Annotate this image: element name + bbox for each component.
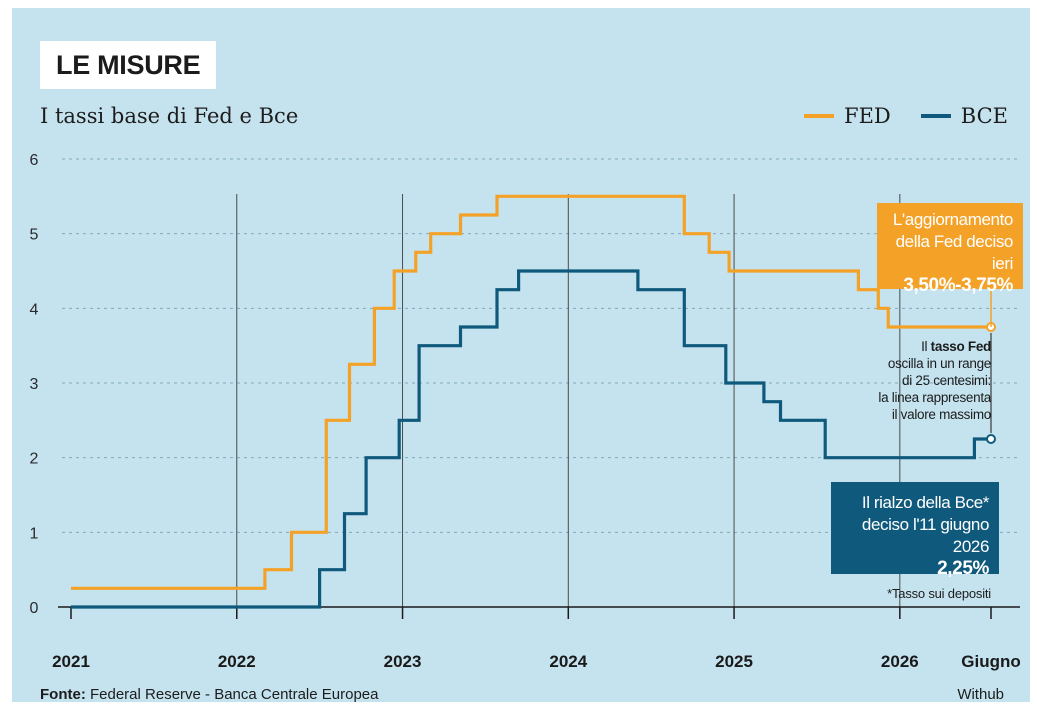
y-tick-label: 2 xyxy=(30,451,39,468)
x-tick-label: 2021 xyxy=(52,652,90,671)
source-label: Fonte: xyxy=(40,686,86,703)
chart-canvas: 0 1 2 3 4 5 6 2021 2022 2023 2024 2025 2026 Giugno xyxy=(30,152,1021,671)
bce-annotation-line1: Il rialzo della Bce* xyxy=(861,493,990,512)
bce-annotation-value: 2,25% xyxy=(937,558,989,579)
y-tick-label: 0 xyxy=(30,600,39,617)
fed-note-line1-bold: tasso Fed xyxy=(930,339,992,354)
x-tick-label: 2022 xyxy=(218,652,256,671)
section-badge: LE MISURE xyxy=(40,41,217,89)
y-tick-label: 3 xyxy=(30,376,39,393)
y-tick-label: 4 xyxy=(30,301,39,318)
y-tick-label: 5 xyxy=(30,227,39,244)
fed-note-line4: la linea rappresenta xyxy=(878,390,991,405)
deposit-rate-footnote: *Tasso sui depositi xyxy=(887,586,991,601)
fed-series-line xyxy=(71,194,991,590)
fed-note-line1: Il tasso Fed xyxy=(852,338,991,355)
legend-item-fed: FED xyxy=(804,104,891,128)
section-badge-label: LE MISURE xyxy=(56,49,201,80)
legend-label-bce: BCE xyxy=(960,104,1008,128)
y-tick-label: 6 xyxy=(30,152,39,169)
bce-annotation-line2: deciso l'11 giugno 2026 xyxy=(861,515,990,556)
fed-annotation-line1: L'aggiornamento xyxy=(892,210,1014,229)
fed-note-line1-pre: Il xyxy=(921,339,931,354)
legend-item-bce: BCE xyxy=(920,104,1008,128)
fed-annotation-box: L'aggiornamento della Fed deciso ieri 3,… xyxy=(877,203,1023,296)
credit-label: Withub xyxy=(957,686,1004,703)
y-tick-label: 1 xyxy=(30,525,39,542)
source-note: Fonte: Federal Reserve - Banca Centrale … xyxy=(40,686,378,703)
source-text: Federal Reserve - Banca Centrale Europea xyxy=(85,686,379,703)
fed-note-line3: di 25 centesimi: xyxy=(902,373,991,388)
chart-subtitle: I tassi base di Fed e Bce xyxy=(40,104,299,128)
chart-panel: 0 1 2 3 4 5 6 2021 2022 2023 2024 2025 2026 Giugno LE… xyxy=(12,8,1030,703)
fed-annotation-line2: della Fed deciso ieri xyxy=(895,232,1014,273)
chart-legend: FED BCE xyxy=(788,104,1008,128)
legend-swatch-bce xyxy=(920,114,951,118)
legend-swatch-fed xyxy=(804,114,835,118)
bce-series-endpoint xyxy=(986,434,996,444)
fed-annotation-value: 3,50%-3,75% xyxy=(903,275,1013,296)
x-tick-label: Giugno xyxy=(961,652,1020,671)
bce-series-line xyxy=(71,269,991,609)
x-tick-label: 2026 xyxy=(881,652,919,671)
bce-annotation-box: Il rialzo della Bce* deciso l'11 giugno … xyxy=(831,482,999,579)
fed-note-line5: il valore massimo xyxy=(891,407,991,422)
x-tick-label: 2024 xyxy=(549,652,587,671)
x-tick-label: 2023 xyxy=(384,652,422,671)
fed-range-note: Il tasso Fed oscilla in un range di 25 c… xyxy=(852,338,991,423)
legend-label-fed: FED xyxy=(844,104,891,128)
fed-note-line2: oscilla in un range xyxy=(887,356,991,371)
x-tick-label: 2025 xyxy=(715,652,753,671)
